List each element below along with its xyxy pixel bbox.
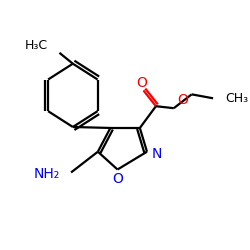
Text: H₃C: H₃C xyxy=(25,40,48,52)
Text: O: O xyxy=(112,172,123,186)
Text: N: N xyxy=(152,147,162,161)
Text: O: O xyxy=(177,93,188,107)
Text: NH₂: NH₂ xyxy=(34,168,60,181)
Text: O: O xyxy=(136,76,147,90)
Text: CH₃: CH₃ xyxy=(226,92,249,105)
